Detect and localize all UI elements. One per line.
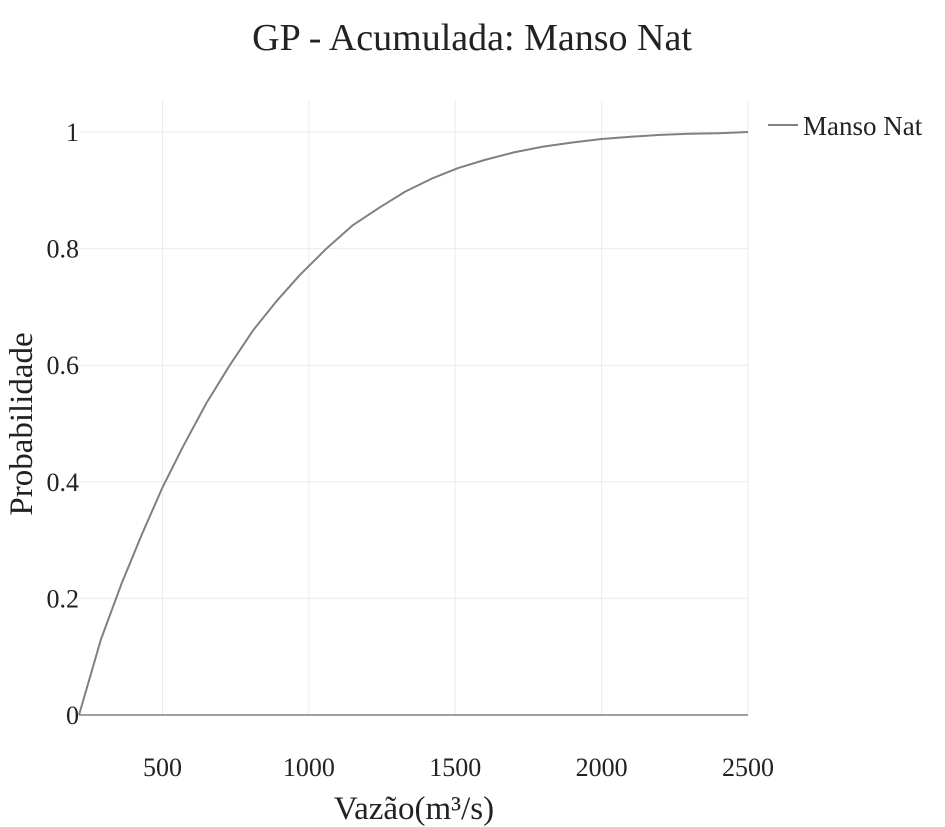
- series-layer: [78, 131, 749, 716]
- chart-title: GP - Acumulada: Manso Nat: [252, 17, 692, 59]
- y-tick-label: 1: [66, 118, 79, 147]
- x-tick-label: 500: [143, 753, 182, 782]
- y-tick-label: 0.2: [47, 584, 80, 613]
- x-axis-ticks: 500 1000 1500 2000 2500: [143, 753, 774, 782]
- legend[interactable]: Manso Nat: [768, 111, 923, 141]
- x-tick-label: 2000: [576, 753, 628, 782]
- y-tick-label: 0.6: [47, 351, 80, 380]
- y-axis-ticks: 0 0.2 0.4 0.6 0.8 1: [47, 118, 80, 730]
- series-line-manso-nat: [78, 131, 749, 716]
- y-tick-label: 0: [66, 701, 79, 730]
- x-tick-label: 1500: [429, 753, 481, 782]
- y-axis-title: Probabilidade: [4, 332, 40, 515]
- x-tick-label: 2500: [722, 753, 774, 782]
- y-tick-label: 0.8: [47, 235, 80, 264]
- y-tick-label: 0.4: [47, 468, 80, 497]
- grid: [79, 100, 749, 715]
- x-axis-title: Vazão(m³/s): [334, 791, 494, 827]
- legend-label-manso-nat: Manso Nat: [803, 111, 923, 141]
- x-tick-label: 1000: [283, 753, 335, 782]
